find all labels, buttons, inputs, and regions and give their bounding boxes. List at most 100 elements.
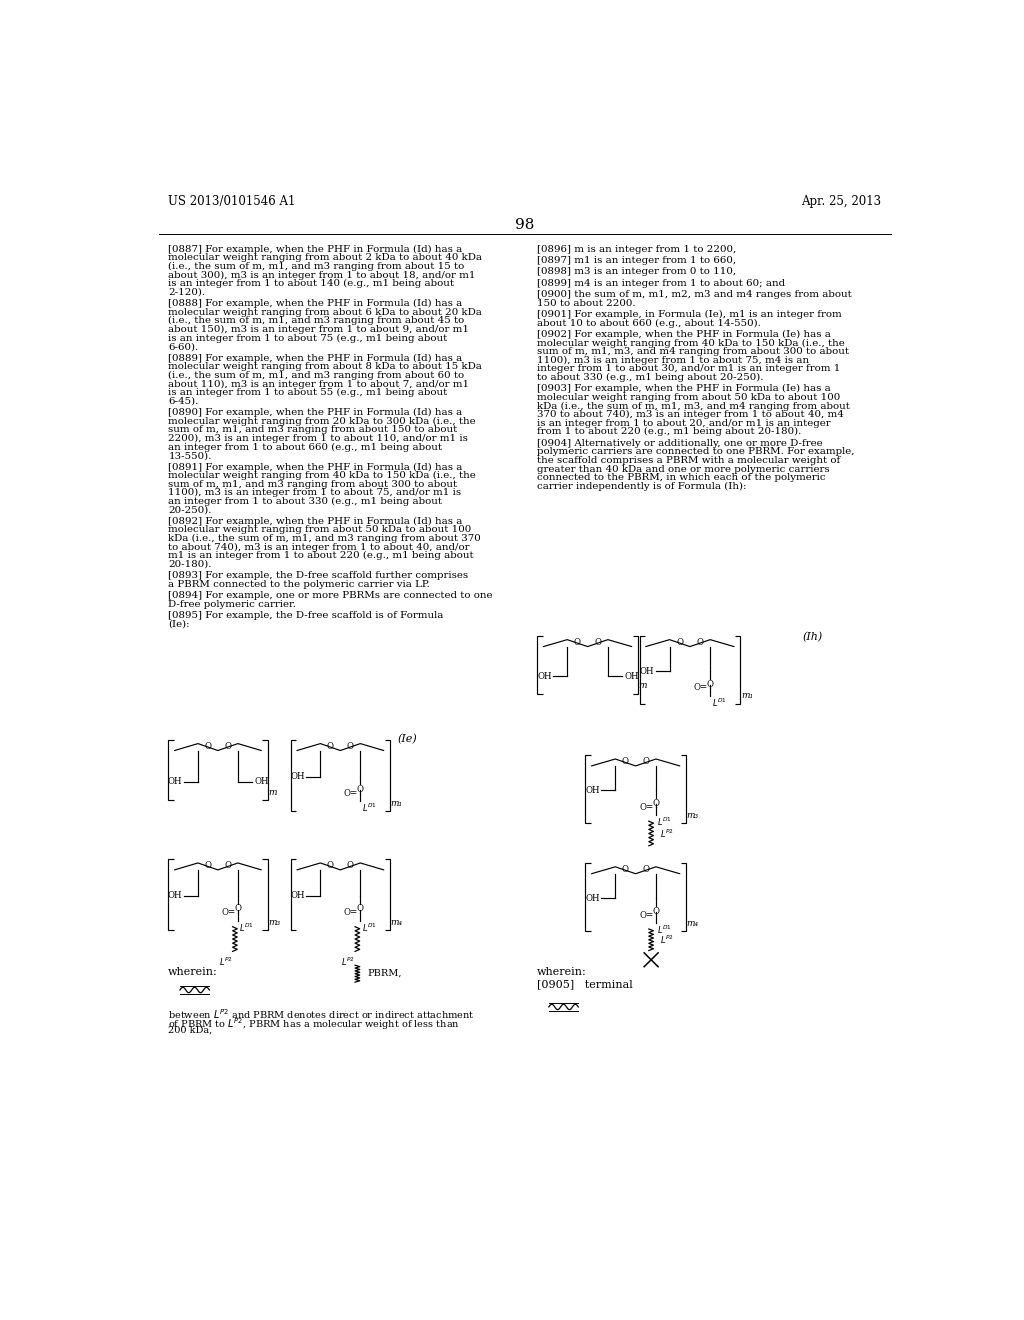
Text: wherein:: wherein: <box>168 966 218 977</box>
Text: US 2013/0101546 A1: US 2013/0101546 A1 <box>168 195 296 209</box>
Text: $L^{P2}$: $L^{P2}$ <box>660 933 675 946</box>
Text: 150 to about 2200.: 150 to about 2200. <box>538 298 636 308</box>
Text: about 110), m3 is an integer from 1 to about 7, and/or m1: about 110), m3 is an integer from 1 to a… <box>168 379 469 388</box>
Text: [0897] m1 is an integer from 1 to 660,: [0897] m1 is an integer from 1 to 660, <box>538 256 736 265</box>
Text: [0890] For example, when the PHF in Formula (Id) has a: [0890] For example, when the PHF in Form… <box>168 408 463 417</box>
Text: wherein:: wherein: <box>538 966 587 977</box>
Text: [0894] For example, one or more PBRMs are connected to one: [0894] For example, one or more PBRMs ar… <box>168 591 493 601</box>
Text: O: O <box>622 758 629 766</box>
Text: O: O <box>652 907 659 916</box>
Text: OH: OH <box>586 894 600 903</box>
Text: (i.e., the sum of m, m1, and m3 ranging from about 15 to: (i.e., the sum of m, m1, and m3 ranging … <box>168 261 465 271</box>
Text: 20-250).: 20-250). <box>168 506 212 515</box>
Text: 13-550).: 13-550). <box>168 451 212 461</box>
Text: OH: OH <box>168 777 182 787</box>
Text: to about 330 (e.g., m1 being about 20-250).: to about 330 (e.g., m1 being about 20-25… <box>538 374 764 381</box>
Text: [0889] For example, when the PHF in Formula (Id) has a: [0889] For example, when the PHF in Form… <box>168 354 463 363</box>
Text: [0904] Alternatively or additionally, one or more D-free: [0904] Alternatively or additionally, on… <box>538 438 823 447</box>
Text: O=: O= <box>344 789 358 799</box>
Text: $L^{P2}$: $L^{P2}$ <box>660 828 675 840</box>
Text: about 150), m3 is an integer from 1 to about 9, and/or m1: about 150), m3 is an integer from 1 to a… <box>168 325 469 334</box>
Text: O: O <box>594 638 601 647</box>
Text: [0901] For example, in Formula (Ie), m1 is an integer from: [0901] For example, in Formula (Ie), m1 … <box>538 310 842 319</box>
Text: is an integer from 1 to about 75 (e.g., m1 being about: is an integer from 1 to about 75 (e.g., … <box>168 334 447 343</box>
Text: m₄: m₄ <box>391 917 402 927</box>
Text: O: O <box>356 785 364 795</box>
Text: carrier independently is of Formula (Ih):: carrier independently is of Formula (Ih)… <box>538 482 746 491</box>
Text: polymeric carriers are connected to one PBRM. For example,: polymeric carriers are connected to one … <box>538 447 855 457</box>
Text: kDa (i.e., the sum of m, m1, m3, and m4 ranging from about: kDa (i.e., the sum of m, m1, m3, and m4 … <box>538 401 850 411</box>
Text: is an integer from 1 to about 140 (e.g., m1 being about: is an integer from 1 to about 140 (e.g.,… <box>168 279 455 288</box>
Text: m₁: m₁ <box>741 692 753 701</box>
Text: 2-120).: 2-120). <box>168 288 206 297</box>
Text: molecular weight ranging from 40 kDa to 150 kDa (i.e., the: molecular weight ranging from 40 kDa to … <box>538 338 845 347</box>
Text: m₁: m₁ <box>391 799 402 808</box>
Text: molecular weight ranging from about 2 kDa to about 40 kDa: molecular weight ranging from about 2 kD… <box>168 253 482 263</box>
Text: 200 kDa,: 200 kDa, <box>168 1026 213 1035</box>
Text: [0898] m3 is an integer from 0 to 110,: [0898] m3 is an integer from 0 to 110, <box>538 267 736 276</box>
Text: OH: OH <box>291 772 305 781</box>
Text: O=: O= <box>639 911 653 920</box>
Text: about 10 to about 660 (e.g., about 14-550).: about 10 to about 660 (e.g., about 14-55… <box>538 318 761 327</box>
Text: sum of m, m1, m3, and m4 ranging from about 300 to about: sum of m, m1, m3, and m4 ranging from ab… <box>538 347 849 356</box>
Text: O: O <box>205 742 211 751</box>
Text: [0896] m is an integer from 1 to 2200,: [0896] m is an integer from 1 to 2200, <box>538 244 736 253</box>
Text: about 300), m3 is an integer from 1 to about 18, and/or m1: about 300), m3 is an integer from 1 to a… <box>168 271 476 280</box>
Text: [0888] For example, when the PHF in Formula (Id) has a: [0888] For example, when the PHF in Form… <box>168 300 463 308</box>
Text: $L^{D1}$: $L^{D1}$ <box>657 924 673 936</box>
Text: O: O <box>642 865 649 874</box>
Text: O=: O= <box>221 908 236 917</box>
Text: O: O <box>205 861 211 870</box>
Text: between $L^{P2}$ and PBRM denotes direct or indirect attachment: between $L^{P2}$ and PBRM denotes direct… <box>168 1007 475 1020</box>
Text: [0899] m4 is an integer from 1 to about 60; and: [0899] m4 is an integer from 1 to about … <box>538 279 785 288</box>
Text: O: O <box>573 638 581 647</box>
Text: OH: OH <box>625 672 639 681</box>
Text: $L^{D1}$: $L^{D1}$ <box>361 803 377 814</box>
Text: molecular weight ranging from about 6 kDa to about 20 kDa: molecular weight ranging from about 6 kD… <box>168 308 482 317</box>
Text: O: O <box>224 742 231 751</box>
Text: D-free polymeric carrier.: D-free polymeric carrier. <box>168 599 296 609</box>
Text: OH: OH <box>538 672 552 681</box>
Text: m1 is an integer from 1 to about 220 (e.g., m1 being about: m1 is an integer from 1 to about 220 (e.… <box>168 552 474 561</box>
Text: $L^{P2}$: $L^{P2}$ <box>341 956 355 968</box>
Text: Apr. 25, 2013: Apr. 25, 2013 <box>801 195 882 209</box>
Text: O: O <box>707 680 714 689</box>
Text: connected to the PBRM, in which each of the polymeric: connected to the PBRM, in which each of … <box>538 473 825 482</box>
Text: (Ie):: (Ie): <box>168 620 189 628</box>
Text: O: O <box>652 799 659 808</box>
Text: OH: OH <box>168 891 182 900</box>
Text: 2200), m3 is an integer from 1 to about 110, and/or m1 is: 2200), m3 is an integer from 1 to about … <box>168 434 468 444</box>
Text: is an integer from 1 to about 20, and/or m1 is an integer: is an integer from 1 to about 20, and/or… <box>538 418 830 428</box>
Text: 20-180).: 20-180). <box>168 560 212 569</box>
Text: integer from 1 to about 30, and/or m1 is an integer from 1: integer from 1 to about 30, and/or m1 is… <box>538 364 841 374</box>
Text: O: O <box>327 861 334 870</box>
Text: OH: OH <box>586 785 600 795</box>
Text: O=: O= <box>344 908 358 917</box>
Text: [0893] For example, the D-free scaffold further comprises: [0893] For example, the D-free scaffold … <box>168 572 468 581</box>
Text: molecular weight ranging from 40 kDa to 150 kDa (i.e., the: molecular weight ranging from 40 kDa to … <box>168 471 476 480</box>
Text: an integer from 1 to about 660 (e.g., m1 being about: an integer from 1 to about 660 (e.g., m1… <box>168 442 442 451</box>
Text: (Ih): (Ih) <box>802 632 822 643</box>
Text: O=: O= <box>693 684 708 693</box>
Text: m: m <box>639 681 647 690</box>
Text: OH: OH <box>291 891 305 900</box>
Text: is an integer from 1 to about 55 (e.g., m1 being about: is an integer from 1 to about 55 (e.g., … <box>168 388 447 397</box>
Text: PBRM,: PBRM, <box>368 969 402 977</box>
Text: 98: 98 <box>515 218 535 232</box>
Text: the scaffold comprises a PBRM with a molecular weight of: the scaffold comprises a PBRM with a mol… <box>538 455 841 465</box>
Text: (Ie): (Ie) <box>397 734 418 744</box>
Text: O: O <box>224 861 231 870</box>
Text: molecular weight ranging from about 8 kDa to about 15 kDa: molecular weight ranging from about 8 kD… <box>168 362 482 371</box>
Text: [0902] For example, when the PHF in Formula (Ie) has a: [0902] For example, when the PHF in Form… <box>538 330 831 339</box>
Text: O: O <box>356 904 364 913</box>
Text: $L^{D1}$: $L^{D1}$ <box>361 921 377 933</box>
Text: kDa (i.e., the sum of m, m1, and m3 ranging from about 370: kDa (i.e., the sum of m, m1, and m3 rang… <box>168 535 481 544</box>
Text: O: O <box>234 904 242 913</box>
Text: 370 to about 740), m3 is an integer from 1 to about 40, m4: 370 to about 740), m3 is an integer from… <box>538 411 844 420</box>
Text: molecular weight ranging from about 50 kDa to about 100: molecular weight ranging from about 50 k… <box>168 525 471 535</box>
Text: O: O <box>676 638 683 647</box>
Text: 6-45).: 6-45). <box>168 396 199 405</box>
Text: [0895] For example, the D-free scaffold is of Formula: [0895] For example, the D-free scaffold … <box>168 611 443 620</box>
Text: O: O <box>696 638 703 647</box>
Text: 1100), m3 is an integer from 1 to about 75, and/or m1 is: 1100), m3 is an integer from 1 to about … <box>168 488 462 498</box>
